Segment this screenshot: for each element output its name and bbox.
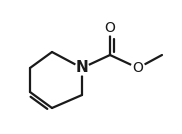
Circle shape [131,61,145,75]
Text: O: O [105,21,115,35]
Text: O: O [132,61,143,75]
Circle shape [75,61,89,75]
Text: N: N [76,60,88,75]
Circle shape [103,21,117,35]
